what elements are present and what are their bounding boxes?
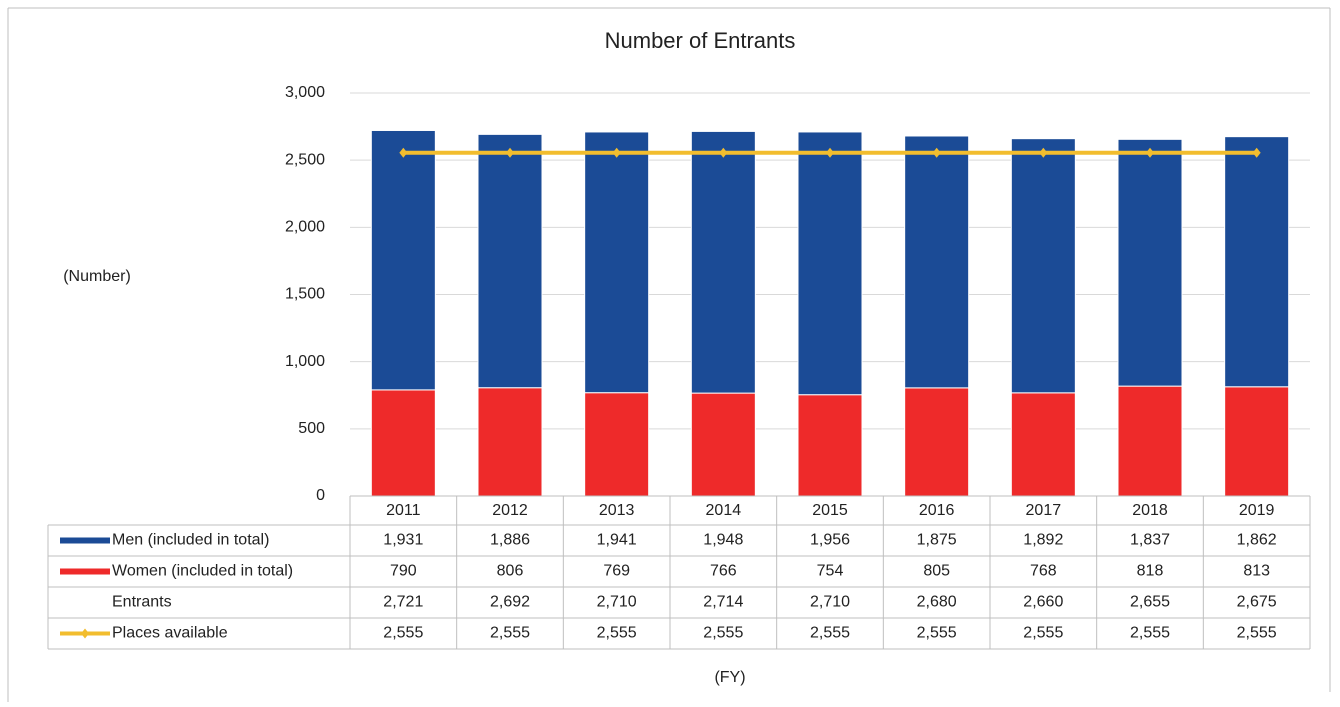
bar: [1117, 385, 1183, 497]
table-cell: 2,710: [810, 594, 850, 611]
bar: [690, 392, 756, 497]
table-cell: 1,862: [1237, 532, 1277, 549]
table-cell: 2,555: [810, 625, 850, 642]
bar: [477, 387, 543, 497]
y-axis-label: (Number): [63, 268, 131, 285]
line-marker: [719, 147, 728, 158]
table-cell: 1,837: [1130, 532, 1170, 549]
table-cell: 1,886: [490, 532, 530, 549]
table-cell: 754: [817, 563, 844, 580]
y-tick-label: 3,000: [285, 84, 325, 101]
bar: [1117, 138, 1183, 387]
line-marker: [1039, 147, 1048, 158]
table-cell: 818: [1137, 563, 1164, 580]
table-cell: 768: [1030, 563, 1057, 580]
bar: [477, 133, 543, 389]
bar: [690, 130, 756, 394]
table-cell: 2,692: [490, 594, 530, 611]
table-cell: 1,892: [1023, 532, 1063, 549]
line-marker: [1252, 147, 1261, 158]
x-tick-label: 2013: [599, 502, 635, 519]
table-cell: 806: [497, 563, 524, 580]
legend-label: Places available: [112, 625, 228, 642]
table-cell: 2,660: [1023, 594, 1063, 611]
legend-label: Women (included in total): [112, 563, 293, 580]
y-tick-label: 2,500: [285, 151, 325, 168]
bar: [1010, 392, 1076, 497]
table-cell: 2,555: [703, 625, 743, 642]
bar: [584, 131, 650, 394]
x-tick-label: 2011: [386, 502, 421, 519]
line-marker: [612, 147, 621, 158]
x-tick-label: 2019: [1239, 502, 1275, 519]
y-tick-label: 2,000: [285, 219, 325, 236]
table-cell: 2,721: [383, 594, 423, 611]
legend-key-marker: [81, 628, 89, 639]
line-marker: [399, 147, 408, 158]
y-tick-label: 1,500: [285, 286, 325, 303]
bar: [797, 131, 863, 396]
x-tick-label: 2015: [812, 502, 848, 519]
bar: [797, 394, 863, 497]
table-cell: 2,555: [1023, 625, 1063, 642]
x-tick-label: 2014: [706, 502, 742, 519]
y-tick-label: 1,000: [285, 353, 325, 370]
line-marker: [826, 147, 834, 158]
table-cell: 2,655: [1130, 594, 1170, 611]
y-tick-label: 0: [316, 487, 325, 504]
table-cell: 2,714: [703, 594, 743, 611]
table-cell: 813: [1243, 563, 1270, 580]
bar: [1224, 136, 1290, 388]
line-marker: [506, 147, 514, 158]
bar: [904, 135, 970, 389]
table-cell: 2,555: [917, 625, 957, 642]
table-cell: 2,555: [490, 625, 530, 642]
table-cell: 766: [710, 563, 737, 580]
legend-label: Entrants: [112, 594, 172, 611]
table-cell: 1,875: [917, 532, 957, 549]
x-tick-label: 2018: [1132, 502, 1168, 519]
bar: [904, 387, 970, 497]
table-cell: 1,941: [597, 532, 637, 549]
table-cell: 1,948: [703, 532, 743, 549]
table-cell: 805: [923, 563, 950, 580]
x-tick-label: 2016: [919, 502, 955, 519]
line-marker: [1146, 147, 1154, 158]
line-marker: [932, 147, 941, 158]
table-cell: 2,555: [383, 625, 423, 642]
bar: [370, 129, 436, 391]
x-tick-label: 2017: [1026, 502, 1062, 519]
table-cell: 1,931: [383, 532, 423, 549]
table-cell: 2,675: [1237, 594, 1277, 611]
chart-title: Number of Entrants: [605, 28, 796, 53]
table-cell: 790: [390, 563, 417, 580]
table-cell: 2,555: [597, 625, 637, 642]
table-cell: 2,710: [597, 594, 637, 611]
bar: [370, 389, 436, 497]
table-cell: 769: [603, 563, 630, 580]
x-axis-label: (FY): [714, 669, 745, 686]
legend-label: Men (included in total): [112, 532, 269, 549]
bar: [584, 392, 650, 497]
table-cell: 1,956: [810, 532, 850, 549]
x-tick-label: 2012: [492, 502, 528, 519]
bar: [1224, 386, 1290, 497]
bar: [1010, 138, 1076, 394]
table-cell: 2,680: [917, 594, 957, 611]
table-cell: 2,555: [1130, 625, 1170, 642]
table-cell: 2,555: [1237, 625, 1277, 642]
y-tick-label: 500: [298, 420, 325, 437]
